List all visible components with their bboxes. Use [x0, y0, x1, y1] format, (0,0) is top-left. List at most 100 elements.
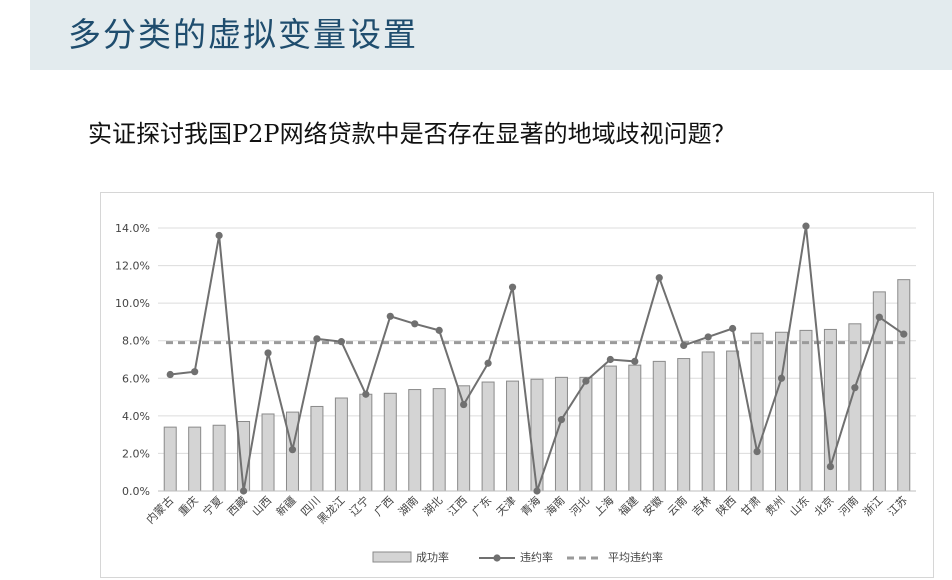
x-tick-label: 陕西: [713, 493, 738, 518]
question-text: 实证探讨我国P2P网络贷款中是否存在显著的地域歧视问题？: [88, 120, 736, 148]
chart-frame: 0.0% 2.0% 4.0% 6.0% 8.0% 10.0% 12.0% 14.0% 内蒙古重…: [100, 192, 934, 578]
bar: [212, 424, 226, 492]
bar: [872, 291, 886, 492]
x-tick-label: 吉林: [689, 493, 714, 518]
x-tick-label: 湖北: [421, 494, 446, 519]
bar: [310, 405, 324, 492]
line-point: [484, 359, 492, 367]
bar: [530, 378, 544, 492]
legend-line-marker: [493, 554, 501, 562]
line-point: [191, 368, 199, 376]
x-tick-label: 湖南: [396, 494, 421, 519]
line-point: [288, 446, 297, 454]
x-tick-label: 天津: [494, 494, 519, 519]
line-point: [704, 333, 712, 341]
y-tick-label: 14.0%: [115, 222, 150, 235]
line-point: [631, 357, 639, 365]
bar: [628, 364, 642, 492]
bar: [897, 279, 911, 492]
x-tick-label: 浙江: [861, 494, 886, 519]
x-tick-label: 山西: [249, 494, 274, 519]
x-tick-label: 黑龙江: [315, 494, 348, 527]
x-tick-label: 宁夏: [200, 493, 225, 518]
line-point: [753, 447, 761, 456]
line-point: [239, 487, 248, 495]
line-point: [802, 222, 810, 230]
line-point: [655, 274, 663, 282]
x-tick-label: 河南: [836, 494, 861, 519]
line-point: [313, 335, 321, 343]
x-tick-label: 西藏: [225, 494, 250, 519]
line-point: [729, 324, 737, 333]
y-axis-ticks: 0.0% 2.0% 4.0% 6.0% 8.0% 10.0% 12.0% 14.0%: [115, 222, 150, 498]
bar: [652, 360, 666, 492]
x-tick-label: 内蒙古: [143, 493, 176, 526]
line-point: [460, 400, 468, 409]
bar: [481, 381, 495, 492]
bar: [163, 426, 177, 492]
line-point: [435, 326, 443, 334]
bar: [579, 376, 593, 492]
legend: 成功率 违约率 平均违约率: [372, 550, 663, 564]
bar: [188, 426, 202, 492]
line-point: [606, 355, 614, 364]
bar: [750, 332, 764, 492]
bar: [359, 393, 373, 492]
x-tick-label: 重庆: [175, 493, 200, 518]
legend-label-success-rate: 成功率: [416, 550, 449, 564]
y-tick-label: 2.0%: [122, 447, 150, 460]
x-tick-label: 北京: [811, 493, 836, 518]
x-tick-label: 新疆: [273, 493, 298, 518]
x-tick-label: 福建: [615, 493, 640, 518]
y-tick-label: 12.0%: [115, 260, 150, 273]
bar: [408, 389, 422, 492]
line-point: [851, 384, 859, 392]
y-tick-label: 8.0%: [122, 335, 150, 348]
page-title: 多分类的虚拟变量设置: [68, 15, 418, 54]
line-point: [508, 283, 517, 291]
bar: [383, 392, 397, 492]
y-tick-label: 6.0%: [122, 372, 150, 385]
x-tick-label: 云南: [665, 494, 690, 519]
x-tick-label: 青海: [518, 493, 543, 518]
bar: [799, 329, 813, 492]
x-tick-label: 山东: [787, 494, 812, 519]
bar: [603, 365, 617, 492]
legend-label-default-rate: 违约率: [520, 550, 553, 564]
chart: 0.0% 2.0% 4.0% 6.0% 8.0% 10.0% 12.0% 14.0% 内蒙古重…: [115, 222, 916, 564]
x-tick-label: 上海: [591, 493, 616, 518]
x-tick-label: 辽宁: [347, 493, 372, 518]
bar: [432, 388, 446, 492]
line-point: [386, 312, 394, 320]
x-tick-label: 广西: [372, 494, 397, 519]
default-rate-series: [166, 222, 908, 495]
line-point: [875, 313, 883, 321]
line-point: [900, 330, 908, 338]
bar: [677, 358, 691, 492]
bar: [701, 351, 715, 492]
y-tick-label: 4.0%: [122, 410, 150, 423]
x-tick-label: 河北: [567, 494, 592, 519]
line-point: [362, 390, 370, 398]
line-point: [680, 341, 688, 350]
line-point: [337, 338, 345, 346]
y-tick-label: 0.0%: [122, 485, 150, 498]
bar: [726, 350, 740, 492]
title-bar: [30, 0, 952, 70]
line-point: [166, 370, 174, 379]
line-point: [582, 377, 590, 385]
x-tick-label: 甘肃: [738, 494, 763, 519]
line-point: [826, 462, 835, 471]
line-point: [557, 416, 566, 424]
legend-label-avg-default-rate: 平均违约率: [608, 550, 663, 564]
bar: [261, 413, 275, 492]
x-tick-label: 江西: [445, 494, 470, 519]
line-point: [264, 349, 272, 357]
x-tick-label: 海南: [542, 493, 567, 518]
line-point: [215, 231, 223, 240]
x-tick-label: 安徽: [640, 493, 665, 518]
x-tick-label: 江苏: [885, 494, 910, 519]
bar: [334, 397, 348, 492]
line-point: [777, 374, 786, 382]
